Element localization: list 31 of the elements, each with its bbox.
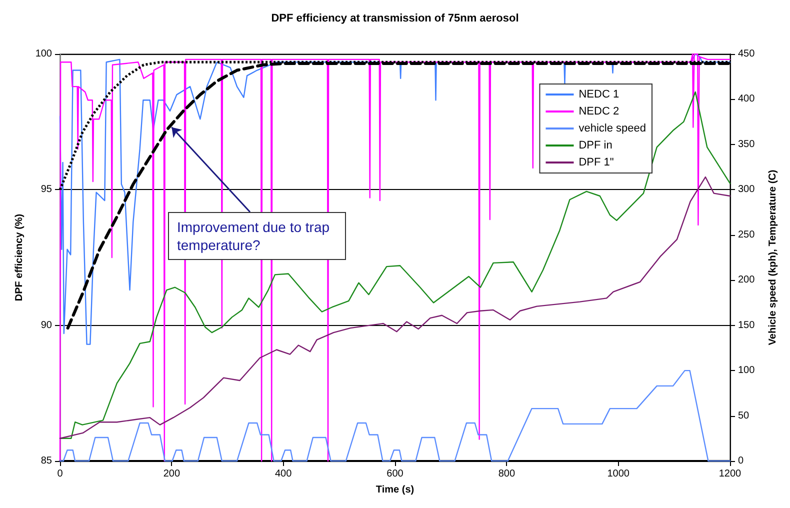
x-tick-label: 1200 xyxy=(718,468,742,480)
x-axis-title: Time (s) xyxy=(376,484,414,496)
y2-tick-label: 150 xyxy=(738,320,756,331)
annotation: Improvement due to trap temperature? xyxy=(177,219,334,253)
y2-tick-label: 250 xyxy=(738,229,756,240)
y2-tick-label: 300 xyxy=(738,184,756,196)
y-axis-title: DPF efficiency (%) xyxy=(14,214,25,302)
legend-label: DPF 1" xyxy=(578,156,614,168)
legend-label: vehicle speed xyxy=(578,122,646,134)
x-tick-label: 200 xyxy=(163,468,180,480)
y2-axis-title: Vehicle speed (kph), Temperature (C) xyxy=(768,170,778,346)
legend-label: NEDC 2 xyxy=(578,106,620,118)
y2-tick-label: 350 xyxy=(738,138,756,150)
x-tick-label: 400 xyxy=(274,468,292,480)
x-tick-label: 800 xyxy=(498,468,516,480)
y2-tick-label: 50 xyxy=(738,410,750,422)
x-tick-label: 600 xyxy=(386,468,404,480)
y-tick-label: 85 xyxy=(40,456,52,466)
y-tick-label: 95 xyxy=(40,184,52,196)
chart-title: DPF efficiency at transmission of 75nm aerosol xyxy=(271,12,519,24)
legend-label: NEDC 1 xyxy=(578,88,620,100)
y-tick-label: 100 xyxy=(35,48,52,60)
x-tick-label: 0 xyxy=(57,468,64,480)
legend-label: DPF in xyxy=(578,140,612,152)
y2-tick-label: 100 xyxy=(738,365,756,376)
y2-tick-label: 200 xyxy=(738,274,756,286)
y2-tick-label: 0 xyxy=(738,456,744,466)
y2-tick-label: 450 xyxy=(738,48,756,60)
y-tick-label: 90 xyxy=(40,320,52,331)
x-tick-label: 1000 xyxy=(607,468,630,480)
y2-tick-label: 400 xyxy=(738,94,756,105)
